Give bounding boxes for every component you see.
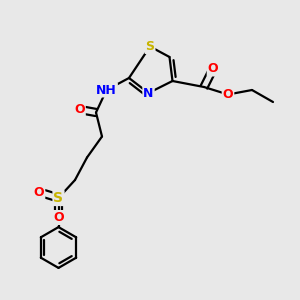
Text: O: O <box>208 62 218 76</box>
Text: S: S <box>146 40 154 53</box>
Text: S: S <box>53 191 64 205</box>
Text: N: N <box>143 86 154 100</box>
Text: O: O <box>74 103 85 116</box>
Text: O: O <box>34 185 44 199</box>
Text: NH: NH <box>96 83 117 97</box>
Text: O: O <box>53 211 64 224</box>
Text: O: O <box>223 88 233 101</box>
